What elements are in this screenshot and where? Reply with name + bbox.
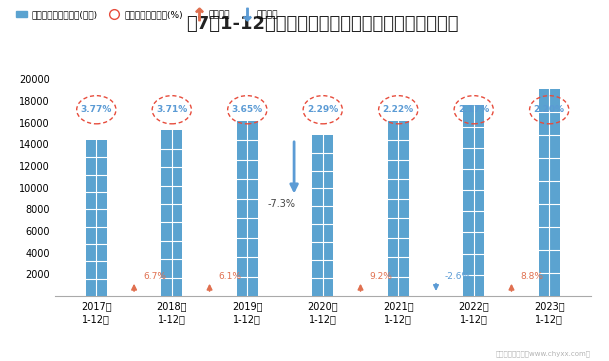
Text: -2.6%: -2.6% — [445, 272, 471, 281]
Text: 3.71%: 3.71% — [156, 105, 188, 114]
Bar — [388, 121, 409, 296]
Bar — [463, 105, 484, 296]
Bar — [312, 135, 333, 296]
Bar — [237, 121, 258, 296]
Text: 2.29%: 2.29% — [307, 105, 339, 114]
Bar — [86, 140, 107, 296]
Text: 制图：智研咨询（www.chyxx.com）: 制图：智研咨询（www.chyxx.com） — [496, 351, 591, 357]
Text: 2.20%: 2.20% — [533, 105, 565, 114]
Legend: 社会消费品零售总额(亿元), 辽宁省占全国比重(%), 同比增加, 同比减少: 社会消费品零售总额(亿元), 辽宁省占全国比重(%), 同比增加, 同比减少 — [16, 10, 278, 19]
Text: 2.22%: 2.22% — [382, 105, 414, 114]
Text: 3.77%: 3.77% — [80, 105, 112, 114]
Title: 近7年1-12月辽宁省累计社会消费品零售总额统计图: 近7年1-12月辽宁省累计社会消费品零售总额统计图 — [186, 16, 459, 34]
Bar — [161, 130, 182, 296]
Text: 8.8%: 8.8% — [521, 272, 543, 281]
Text: 6.1%: 6.1% — [219, 272, 242, 281]
Text: 6.7%: 6.7% — [143, 272, 166, 281]
Text: 2.17%: 2.17% — [458, 105, 490, 114]
Text: 3.65%: 3.65% — [232, 105, 263, 114]
Text: 9.2%: 9.2% — [370, 272, 392, 281]
Text: -7.3%: -7.3% — [267, 199, 295, 209]
Bar — [538, 89, 560, 296]
